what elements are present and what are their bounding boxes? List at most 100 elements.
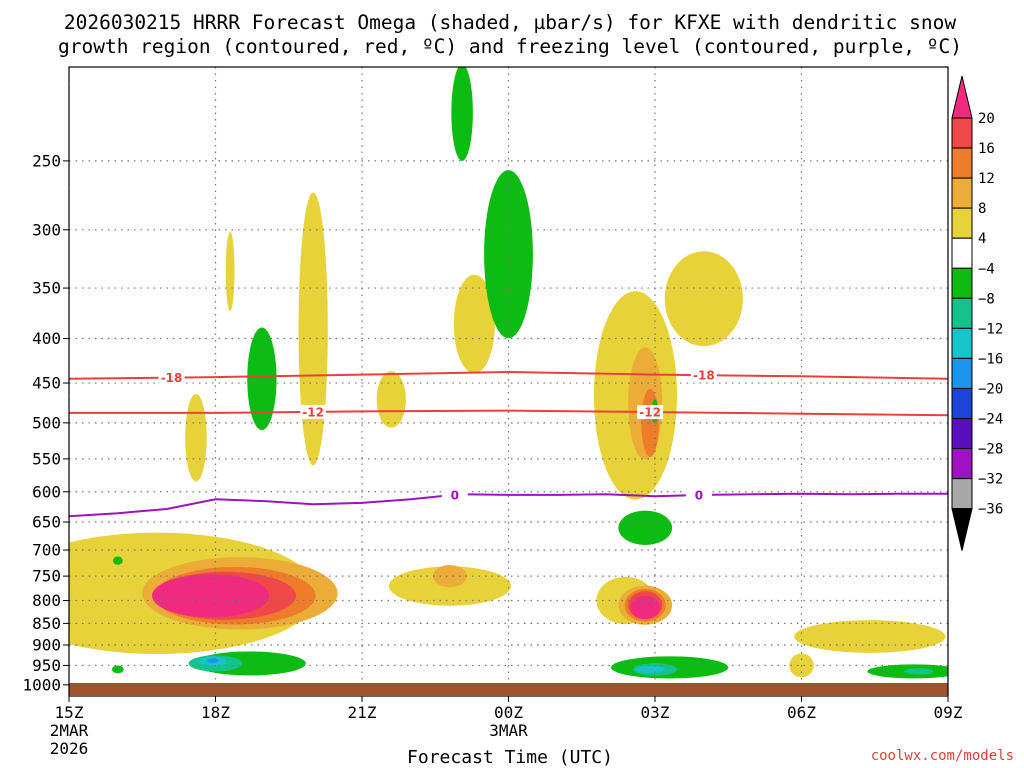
y-tick-label-550: 550	[32, 449, 61, 468]
colorbar-bottom-arrow	[951, 508, 973, 551]
omega-region-9	[664, 251, 743, 347]
colorbar-label-8: −16	[978, 351, 1003, 367]
freezing-level-label-1: 0	[695, 489, 703, 503]
dendritic-0-label-bg-1	[690, 368, 717, 383]
omega-region-37	[635, 665, 665, 673]
y-tick-label-950: 950	[32, 656, 61, 675]
dendritic-1-label-1: -12	[639, 406, 661, 420]
x-tick-date-00Z: 3MAR	[489, 721, 528, 740]
colorbar-label-4: 4	[978, 231, 986, 247]
omega-region-32	[111, 665, 124, 674]
temperature-contours: -18 -18 -12 -12 0 0	[69, 368, 948, 518]
colorbar-swatch-13	[951, 478, 973, 510]
omega-region-0	[298, 192, 328, 466]
credit-text: coolwx.com/models	[871, 748, 1014, 764]
colorbar-label-2: 12	[978, 171, 995, 187]
x-tick-label-00Z: 00Z	[494, 703, 523, 722]
colorbar-label-7: −12	[978, 321, 1003, 337]
colorbar-label-1: 16	[978, 141, 995, 157]
colorbar-label-3: 8	[978, 201, 986, 217]
colorbar-swatch-7	[951, 297, 973, 329]
dendritic-0-label-0: -18	[161, 371, 183, 385]
dendritic-0-contour	[69, 370, 948, 380]
colorbar-swatch-2	[951, 147, 973, 179]
colorbar-swatch-11	[951, 418, 973, 450]
freezing-level-contour	[69, 492, 948, 518]
omega-region-10	[794, 620, 946, 653]
dendritic-1-label-0: -12	[302, 405, 324, 419]
grid-lines	[69, 67, 948, 696]
y-tick-label-750: 750	[32, 567, 61, 586]
y-axis: 250 300 350 400 450 500 550 600 650 700 750 800 850 9…	[22, 151, 69, 694]
freezing-level-label-bg-1	[685, 488, 712, 503]
colorbar-label-13: −36	[978, 502, 1003, 518]
x-tick-date-15Z: 2MAR	[50, 721, 89, 740]
omega-region-21	[152, 574, 270, 618]
x-tick-label-09Z: 09Z	[934, 703, 963, 722]
dendritic-1-label-bg-1	[637, 405, 664, 420]
omega-shading	[69, 67, 948, 679]
dendritic-0-label-bg-0	[158, 370, 185, 385]
colorbar-label-6: −8	[978, 291, 995, 307]
omega-region-1	[376, 371, 406, 428]
omega-region-25	[247, 327, 277, 431]
dendritic-0-label-1: -18	[693, 369, 715, 383]
omega-region-4	[225, 231, 235, 312]
omega-region-35	[904, 668, 934, 675]
chart-title-line1: 2026030215 HRRR Forecast Omega (shaded, …	[64, 11, 956, 34]
y-tick-label-300: 300	[32, 220, 61, 239]
omega-region-31	[112, 556, 123, 565]
omega-region-17	[641, 388, 659, 457]
surface-ground-bar	[69, 683, 948, 695]
x-tick-label-15Z: 15Z	[55, 703, 84, 722]
colorbar-swatch-6	[951, 267, 973, 299]
x-tick-label-03Z: 03Z	[641, 703, 670, 722]
omega-region-24	[484, 170, 533, 339]
y-tick-label-250: 250	[32, 151, 61, 170]
y-tick-label-800: 800	[32, 591, 61, 610]
colorbar: 20 16 12 8 4 −4 −8 −12 −16 −20 −24 −28 −32 −36	[951, 75, 1003, 551]
omega-region-13	[432, 565, 467, 588]
x-tick-label-21Z: 21Z	[348, 703, 377, 722]
colorbar-label-9: −20	[978, 381, 1003, 397]
colorbar-label-5: −4	[978, 261, 995, 277]
colorbar-swatch-9	[951, 357, 973, 389]
colorbar-swatch-3	[951, 177, 973, 209]
y-tick-label-400: 400	[32, 329, 61, 348]
colorbar-swatch-1	[951, 117, 973, 149]
colorbar-swatch-4	[951, 207, 973, 239]
y-tick-label-600: 600	[32, 482, 61, 501]
omega-region-38	[207, 658, 219, 664]
y-tick-label-650: 650	[32, 513, 61, 532]
omega-region-26	[618, 510, 673, 545]
colorbar-swatch-12	[951, 448, 973, 480]
y-tick-label-900: 900	[32, 636, 61, 655]
y-tick-label-450: 450	[32, 374, 61, 393]
colorbar-label-0: 20	[978, 111, 995, 127]
colorbar-swatch-5	[951, 237, 973, 269]
y-tick-label-850: 850	[32, 614, 61, 633]
colorbar-swatch-8	[951, 327, 973, 359]
omega-region-3	[453, 274, 495, 374]
colorbar-label-10: −24	[978, 412, 1003, 428]
x-tick-year-15Z: 2026	[50, 739, 89, 758]
dendritic-1-contour	[69, 409, 948, 417]
freezing-level-label-bg-0	[441, 487, 468, 502]
y-tick-label-1000: 1000	[22, 675, 61, 694]
freezing-level-label-0: 0	[451, 488, 459, 502]
omega-region-23	[451, 67, 473, 161]
omega-region-22	[630, 595, 660, 620]
y-tick-label-500: 500	[32, 413, 61, 432]
chart-title-line2: growth region (contoured, red, ºC) and f…	[58, 35, 962, 58]
colorbar-label-12: −32	[978, 472, 1003, 488]
y-tick-label-350: 350	[32, 279, 61, 298]
x-tick-label-06Z: 06Z	[787, 703, 816, 722]
dendritic-1-label-bg-0	[300, 404, 327, 419]
x-axis-label: Forecast Time (UTC)	[407, 747, 613, 768]
x-tick-label-18Z: 18Z	[201, 703, 230, 722]
colorbar-top-arrow	[951, 75, 973, 119]
y-tick-label-700: 700	[32, 541, 61, 560]
colorbar-label-11: −28	[978, 442, 1003, 458]
